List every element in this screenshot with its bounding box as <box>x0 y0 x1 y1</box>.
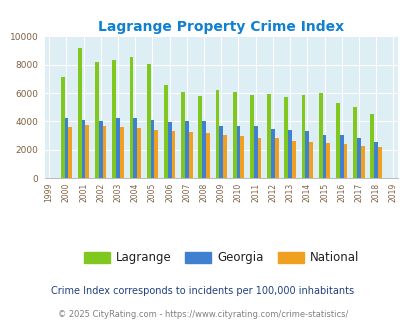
Bar <box>154 130 158 178</box>
Bar <box>78 49 81 178</box>
Bar <box>305 131 309 178</box>
Bar <box>343 144 347 178</box>
Bar <box>68 127 72 178</box>
Bar <box>301 95 305 178</box>
Bar <box>369 114 373 178</box>
Bar <box>274 139 278 178</box>
Bar <box>137 128 141 178</box>
Legend: Lagrange, Georgia, National: Lagrange, Georgia, National <box>80 248 362 268</box>
Bar <box>270 129 274 178</box>
Bar <box>181 92 185 178</box>
Bar <box>326 143 329 178</box>
Bar <box>373 142 377 178</box>
Bar <box>223 135 226 178</box>
Bar <box>198 96 202 178</box>
Bar <box>322 135 326 178</box>
Bar <box>253 126 257 178</box>
Bar <box>129 57 133 178</box>
Bar <box>257 138 261 178</box>
Bar <box>150 120 154 178</box>
Bar <box>291 141 295 178</box>
Bar <box>266 94 270 178</box>
Bar <box>119 127 124 178</box>
Bar <box>339 135 343 178</box>
Bar <box>219 126 223 178</box>
Bar <box>318 93 322 178</box>
Bar <box>61 78 64 178</box>
Bar <box>95 62 99 178</box>
Bar <box>133 118 137 178</box>
Text: © 2025 CityRating.com - https://www.cityrating.com/crime-statistics/: © 2025 CityRating.com - https://www.city… <box>58 310 347 319</box>
Bar <box>171 131 175 178</box>
Bar <box>232 92 236 178</box>
Bar <box>309 142 312 178</box>
Bar <box>146 64 150 178</box>
Text: Crime Index corresponds to incidents per 100,000 inhabitants: Crime Index corresponds to incidents per… <box>51 286 354 296</box>
Bar <box>356 138 360 178</box>
Bar <box>116 118 119 178</box>
Bar <box>249 95 253 178</box>
Bar <box>202 121 205 178</box>
Bar <box>377 147 381 178</box>
Bar <box>112 60 116 178</box>
Bar <box>236 126 240 178</box>
Bar <box>102 126 106 178</box>
Title: Lagrange Property Crime Index: Lagrange Property Crime Index <box>98 20 343 34</box>
Bar <box>164 84 167 178</box>
Bar <box>240 136 243 178</box>
Bar <box>188 132 192 178</box>
Bar <box>288 130 291 178</box>
Bar <box>185 121 188 178</box>
Bar <box>64 118 68 178</box>
Bar <box>215 90 219 178</box>
Bar <box>99 121 102 178</box>
Bar <box>81 120 85 178</box>
Bar <box>205 133 209 178</box>
Bar <box>360 146 364 178</box>
Bar <box>335 103 339 178</box>
Bar <box>85 125 89 178</box>
Bar <box>167 122 171 178</box>
Bar <box>352 107 356 178</box>
Bar <box>284 97 288 178</box>
